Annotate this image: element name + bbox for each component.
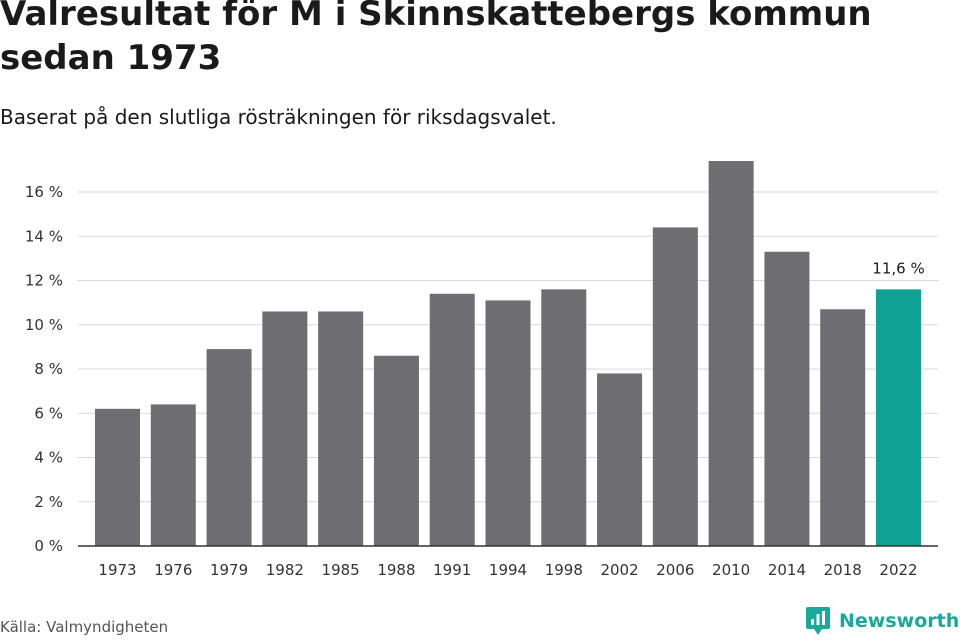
x-axis-tick-labels: 1973 1976 1979 1982 1985 1988 1991 1994 1998 2002… — [98, 561, 917, 579]
bar-1982 — [262, 311, 308, 546]
bar-1998 — [541, 289, 587, 546]
x-tick-label: 1994 — [489, 561, 527, 579]
bar-2006 — [652, 227, 698, 546]
x-tick-label: 1973 — [98, 561, 136, 579]
bar-2010 — [708, 161, 754, 546]
y-tick-label: 4 % — [34, 449, 63, 467]
bar-1979 — [206, 349, 252, 546]
x-tick-label: 2002 — [600, 561, 638, 579]
x-tick-label: 1988 — [377, 561, 415, 579]
y-axis-tick-labels: 0 % 2 % 4 % 6 % 8 % 10 % 12 % 14 % 16 % — [25, 183, 63, 555]
x-tick-label: 2018 — [824, 561, 862, 579]
source-note: Källa: Valmyndigheten — [0, 618, 169, 636]
bar-1973 — [95, 408, 140, 546]
y-tick-label: 2 % — [34, 493, 63, 511]
x-tick-label: 1979 — [210, 561, 248, 579]
bar-1985 — [318, 311, 364, 546]
chart-subtitle: Baserat på den slutliga rösträkningen fö… — [0, 105, 557, 129]
brand-name: Newsworthy — [839, 610, 960, 632]
data-labels: 11,6 % — [872, 259, 924, 277]
x-tick-label: 1991 — [433, 561, 471, 579]
y-tick-label: 12 % — [25, 272, 63, 290]
x-tick-label: 1985 — [322, 561, 360, 579]
x-tick-label: 1976 — [154, 561, 192, 579]
bar-2002 — [597, 373, 643, 546]
data-label-highlight: 11,6 % — [872, 259, 924, 277]
x-tick-label: 2010 — [712, 561, 750, 579]
bar-1994 — [485, 300, 531, 546]
x-tick-label: 2006 — [656, 561, 694, 579]
newsworthy-logo-icon — [806, 607, 830, 635]
bar-chart: 0 % 2 % 4 % 6 % 8 % 10 % 12 % 14 % 16 % 1973 1976… — [25, 161, 938, 579]
bar-1991 — [429, 293, 475, 546]
x-tick-label: 2014 — [768, 561, 806, 579]
x-tick-label: 1982 — [266, 561, 304, 579]
bar-1988 — [373, 355, 419, 546]
bar-2022 — [876, 289, 921, 546]
y-tick-label: 8 % — [34, 360, 63, 378]
y-tick-label: 14 % — [25, 227, 63, 245]
y-tick-label: 0 % — [34, 537, 63, 555]
bar-2018 — [820, 309, 866, 546]
y-tick-label: 16 % — [25, 183, 63, 201]
x-tick-label: 1998 — [545, 561, 583, 579]
brand-logo: Newsworthy — [805, 606, 960, 636]
x-tick-label: 2022 — [879, 561, 917, 579]
y-tick-label: 10 % — [25, 316, 63, 334]
bars — [95, 161, 921, 547]
y-tick-label: 6 % — [34, 404, 63, 422]
bar-2014 — [764, 251, 810, 547]
chart-title: Valresultat för M i Skinnskattebergs kom… — [0, 0, 872, 78]
bar-1976 — [150, 404, 196, 546]
